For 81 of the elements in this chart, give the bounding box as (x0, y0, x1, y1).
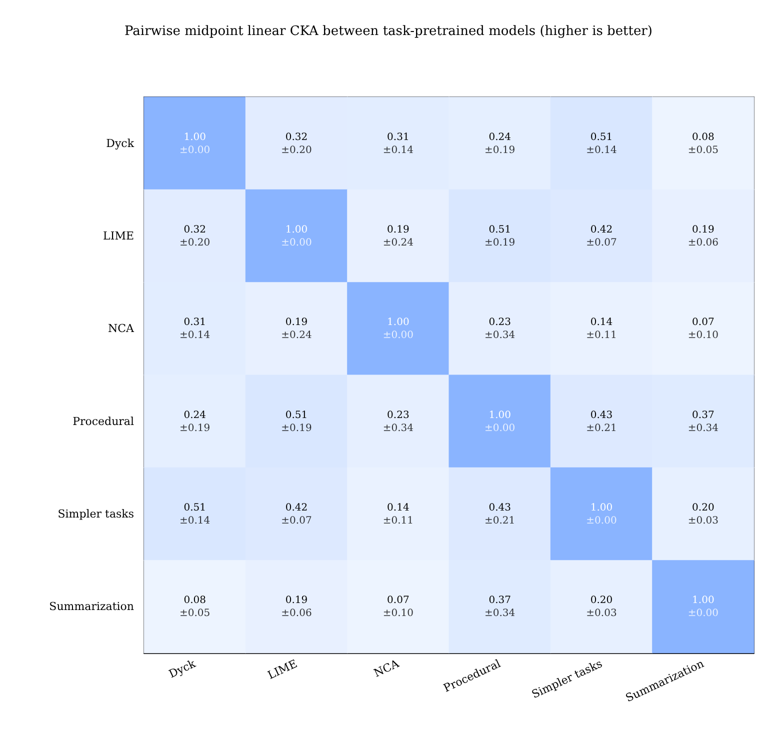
annotation: ±0.11 (586, 330, 617, 342)
data-label: 0.24 (488, 132, 511, 143)
data-label: 0.19 (285, 595, 308, 606)
data-label: 0.51 (488, 224, 511, 236)
data-label: 0.32 (184, 224, 206, 236)
data-label: 0.24 (184, 410, 206, 421)
annotation: ±0.00 (180, 144, 210, 156)
data-label: 1.00 (285, 224, 308, 236)
data-label: 1.00 (184, 132, 206, 143)
annotation: ±0.11 (382, 516, 414, 526)
annotation: ±0.14 (180, 516, 210, 526)
data-label: 0.07 (387, 595, 410, 606)
data-label: 1.00 (590, 502, 613, 514)
y-tick-label: Dyck (106, 136, 134, 150)
data-label: 0.23 (488, 317, 511, 328)
data-label: 0.19 (285, 317, 308, 328)
annotation: ±0.00 (281, 238, 312, 248)
data-label: 0.42 (285, 502, 308, 514)
data-label: 0.51 (184, 502, 206, 514)
annotation: ±0.34 (484, 608, 516, 620)
annotation: ±0.07 (586, 238, 617, 248)
data-label: 0.31 (387, 132, 410, 143)
x-tick-label: NCA (372, 656, 402, 680)
annotation: ±0.14 (586, 144, 617, 156)
annotation: ±0.05 (180, 608, 210, 620)
annotation: ±0.21 (586, 422, 617, 434)
annotation: ±0.19 (484, 144, 516, 156)
annotation: ±0.20 (180, 238, 210, 248)
annotation: ±0.00 (484, 422, 516, 434)
annotation: ±0.34 (484, 330, 516, 342)
annotation: ±0.05 (688, 144, 718, 156)
data-label: 0.51 (590, 132, 613, 143)
data-label: 0.31 (184, 317, 206, 328)
y-tick-label: Procedural (72, 414, 134, 428)
data-label: 0.20 (692, 502, 714, 514)
data-label: 0.20 (590, 595, 613, 606)
annotation: ±0.06 (688, 238, 718, 248)
data-label: 0.32 (285, 132, 308, 143)
annotation: ±0.19 (484, 238, 516, 248)
annotation: ±0.21 (484, 516, 516, 526)
annotation: ±0.19 (281, 422, 312, 434)
data-label: 0.37 (692, 410, 714, 421)
annotation: ±0.10 (382, 608, 414, 620)
annotation: ±0.24 (382, 238, 414, 248)
annotation: ±0.10 (688, 330, 718, 342)
data-label: 1.00 (488, 410, 511, 421)
data-label: 0.08 (692, 132, 714, 143)
annotation: ±0.00 (688, 608, 718, 620)
annotation: ±0.07 (281, 516, 312, 526)
annotation: ±0.24 (281, 330, 312, 342)
annotation: ±0.19 (180, 422, 210, 434)
data-label: 0.14 (590, 317, 613, 328)
y-tick-label: LIME (103, 230, 134, 242)
y-tick-label: Summarization (49, 600, 134, 614)
data-label: 0.14 (387, 502, 410, 514)
annotation: ±0.03 (688, 516, 718, 526)
data-label: 0.42 (590, 224, 613, 236)
data-label: 0.07 (692, 317, 714, 328)
annotation: ±0.14 (382, 144, 414, 156)
y-tick-label: NCA (108, 322, 136, 336)
data-label: 0.19 (692, 224, 714, 236)
annotation: ±0.20 (281, 144, 312, 156)
data-label: 0.19 (387, 224, 410, 236)
annotation: ±0.00 (586, 516, 617, 526)
data-label: 0.08 (184, 595, 206, 606)
data-label: 0.43 (488, 502, 511, 514)
annotation: ±0.06 (281, 608, 312, 620)
annotation: ±0.03 (586, 608, 617, 620)
annotation: ±0.34 (688, 422, 718, 434)
data-label: 0.23 (387, 410, 410, 421)
data-label: 1.00 (692, 595, 714, 606)
data-label: 0.51 (285, 410, 308, 421)
data-label: 1.00 (387, 317, 410, 328)
annotation: ±0.34 (382, 422, 414, 434)
x-tick-label: Dyck (166, 656, 198, 681)
annotation: ±0.14 (180, 330, 210, 342)
annotation: ±0.00 (382, 330, 414, 342)
y-tick-label: Simpler tasks (58, 508, 134, 520)
data-label: 0.37 (488, 595, 511, 606)
chart-title: Pairwise midpoint linear CKA between task-pretrained models (higher is better) (124, 24, 652, 39)
data-label: 0.43 (590, 410, 613, 421)
